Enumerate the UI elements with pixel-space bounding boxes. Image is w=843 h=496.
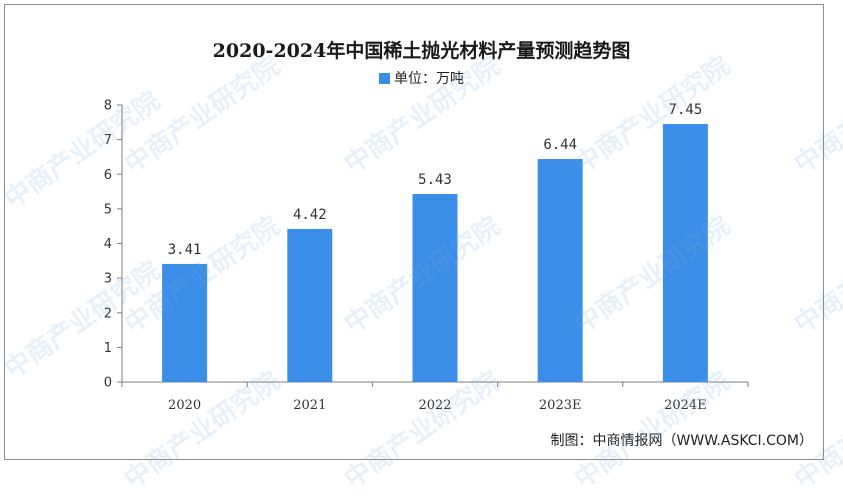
x-tick-label: 2020 xyxy=(168,398,201,413)
x-tick-label: 2022 xyxy=(418,398,451,413)
y-tick-label: 7 xyxy=(104,133,112,148)
bar-chart: 0 1 2 3 4 5 6 7 8 3.41 2020 4.42 2021 5.43 2022 6.44 202… xyxy=(104,99,749,413)
y-tick-label: 0 xyxy=(104,376,112,391)
data-label: 4.42 xyxy=(293,207,327,223)
y-tick-label: 8 xyxy=(104,99,112,114)
legend: 单位：万吨 xyxy=(0,68,843,88)
x-tick-label: 2021 xyxy=(293,398,326,413)
data-label: 7.45 xyxy=(669,102,703,118)
y-tick-label: 5 xyxy=(104,202,112,217)
bar xyxy=(287,228,333,382)
data-label: 5.43 xyxy=(418,172,452,188)
y-tick-label: 3 xyxy=(104,272,112,287)
data-label: 3.41 xyxy=(168,242,202,258)
bar xyxy=(162,263,208,382)
y-tick-label: 6 xyxy=(104,168,112,183)
bar xyxy=(537,159,583,382)
chart-title: 2020-2024年中国稀土抛光材料产量预测趋势图 xyxy=(212,40,631,62)
data-label: 6.44 xyxy=(543,137,577,153)
bar xyxy=(662,124,708,382)
x-tick-label: 2024E xyxy=(664,398,707,413)
legend-swatch xyxy=(379,73,390,84)
bar xyxy=(412,193,458,382)
y-tick-label: 4 xyxy=(104,237,112,252)
y-tick-label: 1 xyxy=(104,341,112,356)
source-footer: 制图：中商情报网（WWW.ASKCI.COM） xyxy=(550,433,813,449)
x-tick-label: 2023E xyxy=(539,398,582,413)
y-tick-label: 2 xyxy=(104,306,112,321)
legend-label: 单位：万吨 xyxy=(394,71,464,87)
